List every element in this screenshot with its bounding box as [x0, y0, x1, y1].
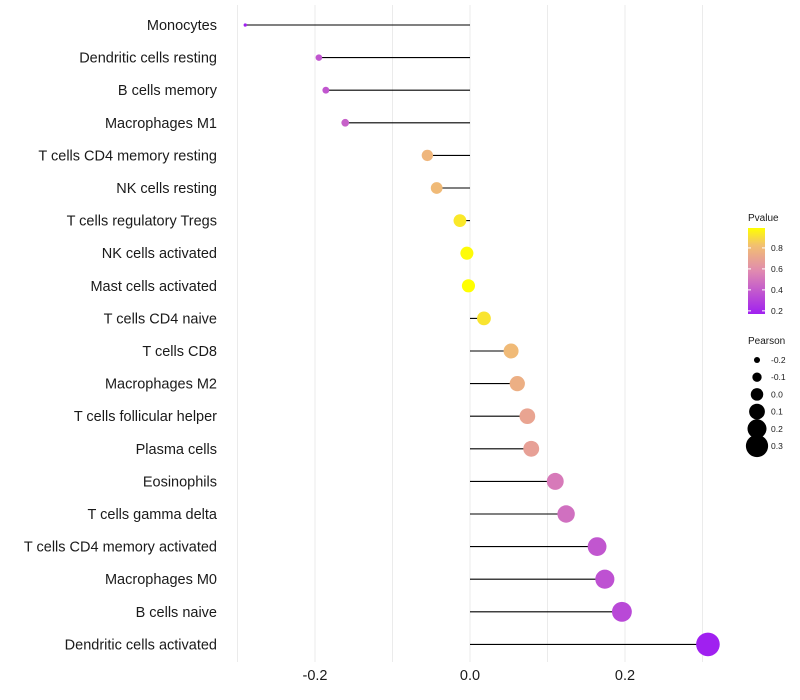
size-legend-label: 0.0: [771, 389, 783, 399]
size-legend-key: [747, 419, 767, 439]
colorbar-label: 0.6: [771, 264, 783, 274]
y-tick-label: Macrophages M1: [105, 116, 217, 132]
x-tick-label: 0.2: [615, 668, 635, 684]
y-tick-label: Monocytes: [147, 18, 217, 34]
lollipop-point: [460, 246, 474, 260]
y-tick-label: Dendritic cells resting: [79, 51, 217, 67]
segments: [245, 24, 708, 645]
pvalue-legend: Pvalue 0.2 0.4 0.6 0.8: [748, 213, 783, 316]
y-tick-label: T cells CD4 naive: [104, 311, 217, 327]
colorbar-label: 0.8: [771, 243, 783, 253]
lollipop-point: [587, 537, 607, 556]
y-tick-label: Plasma cells: [136, 442, 217, 458]
pearson-legend: Pearson -0.2 -0.1 0.0 0.1 0.2 0.3: [745, 336, 786, 458]
y-tick-label: NK cells activated: [102, 246, 217, 262]
pvalue-colorbar: [748, 228, 765, 314]
lollipop-point: [557, 505, 575, 523]
pvalue-legend-title: Pvalue: [748, 213, 779, 224]
size-legend-key: [753, 356, 761, 364]
lollipop-point: [546, 472, 564, 490]
y-tick-label: T cells gamma delta: [88, 507, 218, 523]
size-legend-label: -0.2: [771, 355, 786, 365]
lollipop-point: [509, 375, 525, 392]
size-legend-key: [750, 388, 764, 401]
size-legend-key: [752, 372, 762, 382]
lollipop-point: [477, 311, 491, 326]
y-tick-label: T cells CD4 memory resting: [38, 148, 217, 164]
points: [243, 23, 720, 657]
lollipop-point: [430, 182, 443, 194]
x-tick-label: 0.0: [460, 668, 480, 684]
size-legend-label: 0.2: [771, 424, 783, 434]
lollipop-point: [453, 214, 467, 227]
lollipop-point: [243, 23, 247, 27]
size-legend-label: -0.1: [771, 372, 786, 382]
lollipop-point: [519, 408, 536, 425]
lollipop-point: [523, 440, 540, 457]
size-legend-key: [749, 403, 765, 420]
y-tick-label: T cells regulatory Tregs: [67, 214, 217, 230]
lollipop-point: [421, 149, 434, 162]
y-tick-label: NK cells resting: [116, 181, 217, 197]
y-tick-label: T cells CD8: [142, 344, 217, 360]
lollipop-point: [611, 601, 632, 622]
y-tick-label: Mast cells activated: [90, 279, 217, 295]
colorbar-label: 0.2: [771, 306, 783, 316]
y-tick-label: T cells CD4 memory activated: [24, 540, 217, 556]
lollipop-point: [503, 343, 519, 359]
y-tick-label: T cells follicular helper: [74, 409, 217, 425]
size-legend-label: 0.3: [771, 441, 783, 451]
y-tick-label: B cells memory: [118, 83, 218, 99]
x-tick-label: -0.2: [303, 668, 328, 684]
y-tick-label: Eosinophils: [143, 474, 217, 490]
lollipop-point: [322, 86, 330, 94]
lollipop-point: [461, 279, 476, 293]
lollipop-point: [696, 632, 720, 657]
lollipop-point: [315, 54, 323, 61]
pearson-legend-title: Pearson: [748, 336, 785, 347]
y-tick-label: Dendritic cells activated: [65, 637, 217, 653]
y-tick-label: B cells naive: [136, 605, 217, 621]
colorbar-label: 0.4: [771, 285, 783, 295]
size-legend-label: 0.1: [771, 407, 783, 417]
size-legend-key: [745, 434, 769, 458]
y-axis-labels: Monocytes Dendritic cells resting B cells …: [24, 18, 218, 653]
lollipop-point: [341, 118, 350, 127]
gridlines: [237, 5, 703, 662]
y-tick-label: Macrophages M0: [105, 572, 217, 588]
x-axis-labels: -0.2 0.0 0.2: [303, 668, 636, 684]
lollipop-point: [595, 569, 615, 589]
y-tick-label: Macrophages M2: [105, 377, 217, 393]
